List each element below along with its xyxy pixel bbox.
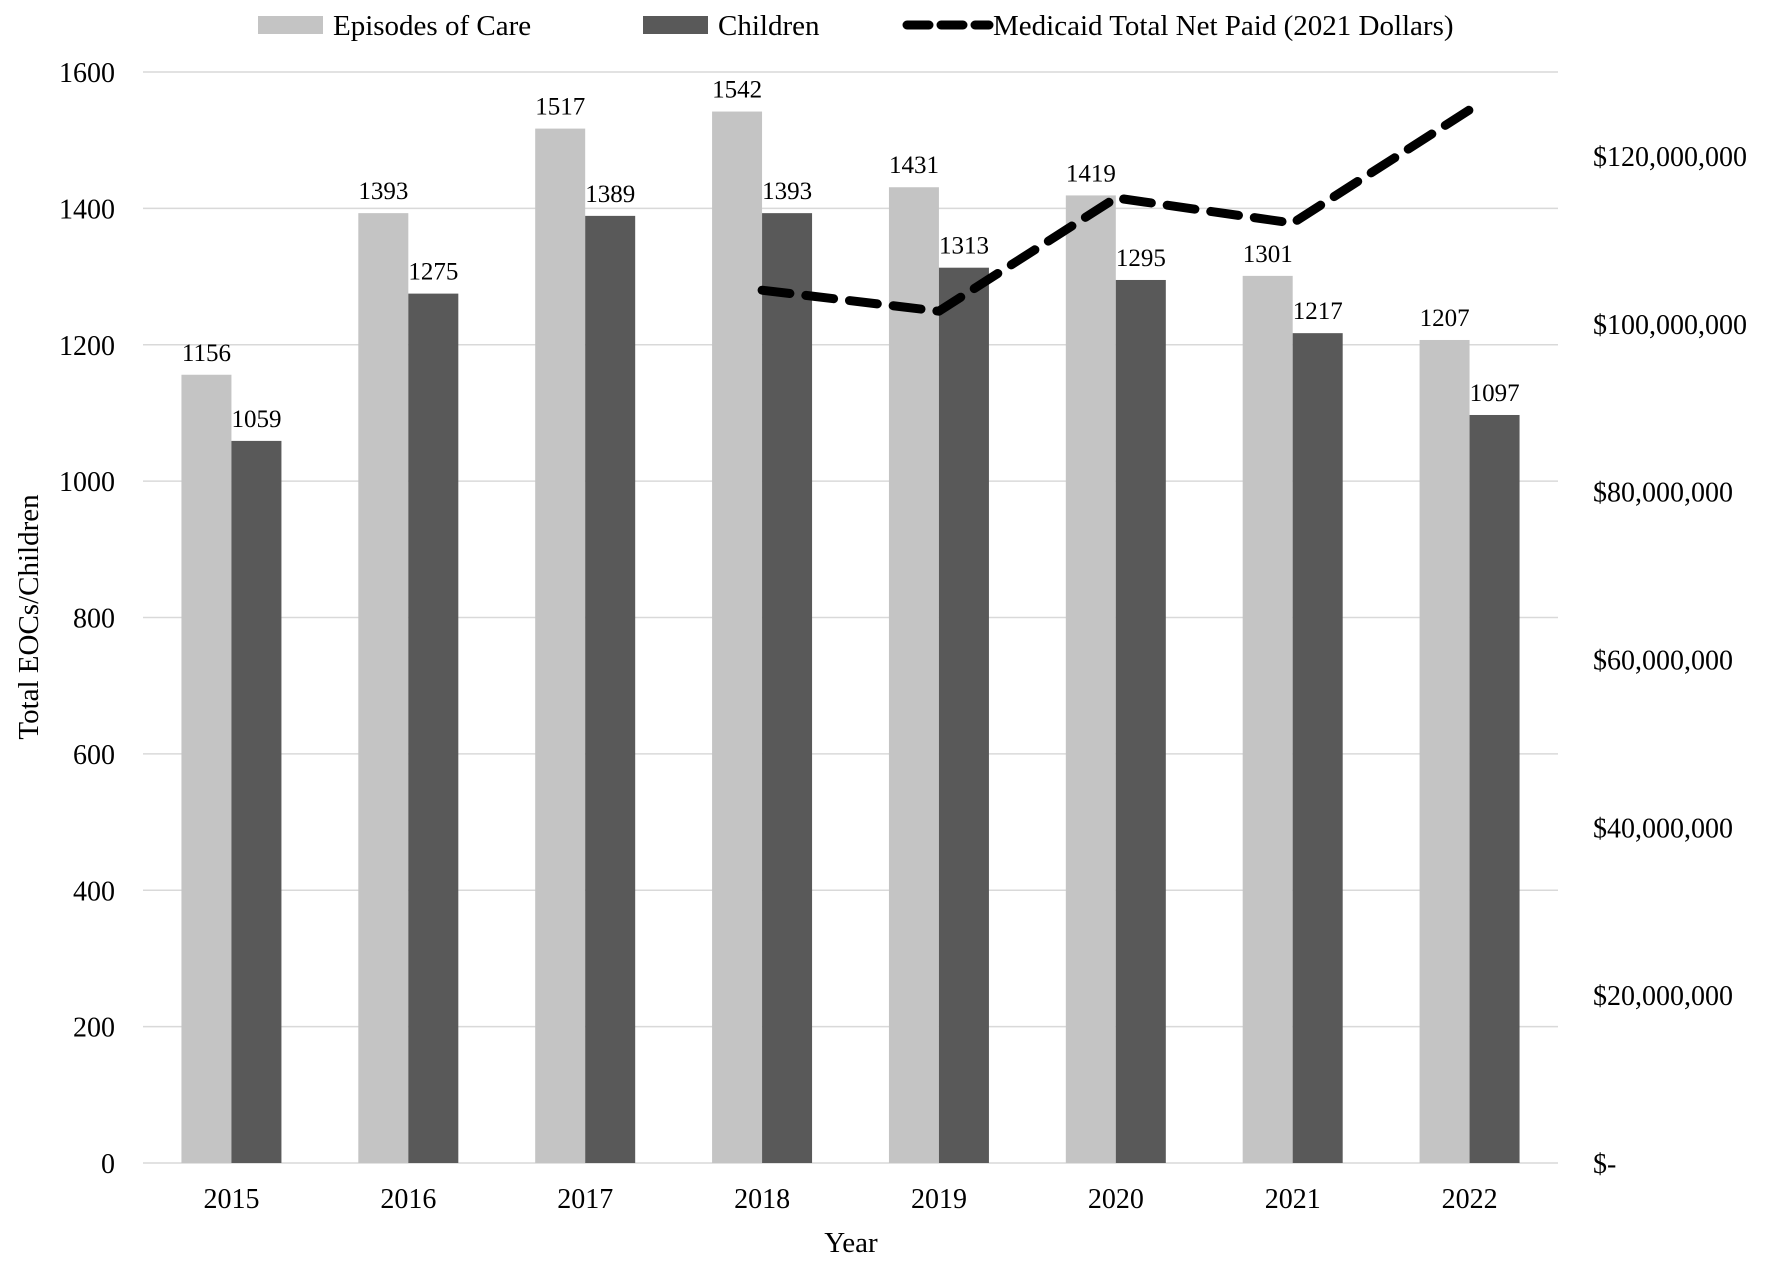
y-axis-left: 0 200 400 600 800 1000 1200 1400 1600 [59, 58, 115, 1180]
data-labels: 1156 1059 1393 1275 1517 1389 1542 1393 1431 1313… [182, 77, 1520, 433]
y-axis-right: $- $20,000,000 $40,000,000 $60,000,000 $80,0… [1593, 142, 1747, 1180]
data-label: 1419 [1066, 160, 1116, 187]
x-tick-label: 2021 [1265, 1184, 1321, 1215]
y2-tick-label: $20,000,000 [1593, 981, 1733, 1012]
bar-episodes-of-care [358, 213, 409, 1163]
y-tick-label: 200 [73, 1013, 115, 1044]
line-series [757, 105, 1475, 316]
y2-tick-label: $60,000,000 [1593, 645, 1733, 676]
bar-children [1292, 333, 1343, 1164]
y-tick-label: 1000 [59, 467, 115, 498]
bar-episodes-of-care [712, 111, 763, 1164]
data-label: 1542 [712, 77, 762, 104]
data-label: 1097 [1470, 380, 1520, 407]
y-axis-title: Total EOCs/Children [13, 494, 45, 740]
x-axis-title: Year [824, 1227, 878, 1259]
x-axis: 2015 2016 2017 2018 2019 2020 2021 2022 [203, 1184, 1497, 1215]
bar-series [181, 111, 1520, 1164]
line-medicaid-total-net-paid [757, 105, 1475, 316]
y2-tick-label: $40,000,000 [1593, 813, 1733, 844]
bar-episodes-of-care [1065, 195, 1116, 1163]
data-label: 1301 [1243, 241, 1293, 268]
bar-children [1115, 279, 1166, 1163]
x-tick-label: 2019 [911, 1184, 967, 1215]
bar-children [408, 293, 459, 1163]
data-label: 1393 [762, 178, 812, 205]
bar-episodes-of-care [1242, 275, 1293, 1163]
data-label: 1295 [1116, 245, 1166, 272]
y2-tick-label: $- [1593, 1149, 1616, 1180]
x-tick-label: 2020 [1088, 1184, 1144, 1215]
bar-children [231, 440, 282, 1163]
bar-episodes-of-care [181, 374, 232, 1163]
legend-label-medicaid-total-net-paid-2021-dollars-: Medicaid Total Net Paid (2021 Dollars) [993, 10, 1454, 42]
y-tick-label: 800 [73, 604, 115, 635]
y-tick-label: 400 [73, 876, 115, 907]
bar-episodes-of-care [1419, 339, 1470, 1163]
bar-children [1469, 414, 1520, 1163]
x-tick-label: 2022 [1442, 1184, 1498, 1215]
gridlines [143, 71, 1558, 1164]
bar-children [585, 215, 636, 1164]
legend: Episodes of Care Children Medicaid Total N… [258, 10, 1454, 42]
data-label: 1217 [1293, 298, 1343, 325]
bar-episodes-of-care [888, 187, 939, 1163]
x-tick-label: 2017 [557, 1184, 613, 1215]
legend-swatch-episodes-of-care [258, 16, 323, 34]
data-label: 1207 [1420, 305, 1470, 332]
y2-tick-label: $80,000,000 [1593, 478, 1733, 509]
legend-label-children: Children [718, 10, 820, 42]
data-label: 1389 [585, 181, 635, 208]
data-label: 1313 [939, 233, 989, 260]
legend-swatch-children [643, 16, 708, 34]
data-label: 1517 [535, 94, 585, 121]
y-tick-label: 1600 [59, 58, 115, 89]
y-tick-label: 1400 [59, 194, 115, 225]
x-tick-label: 2015 [203, 1184, 259, 1215]
y-tick-label: 600 [73, 740, 115, 771]
bar-episodes-of-care [535, 128, 586, 1164]
data-label: 1431 [889, 152, 939, 179]
y2-tick-label: $100,000,000 [1593, 310, 1747, 341]
x-tick-label: 2016 [380, 1184, 436, 1215]
bar-children [762, 213, 813, 1163]
data-label: 1156 [182, 340, 231, 367]
data-label: 1059 [231, 406, 281, 433]
bar-children [938, 267, 989, 1163]
y-tick-label: 0 [101, 1149, 115, 1180]
y2-tick-label: $120,000,000 [1593, 142, 1747, 173]
legend-label-episodes-of-care: Episodes of Care [333, 10, 531, 42]
data-label: 1275 [408, 259, 458, 286]
y-tick-label: 1200 [59, 331, 115, 362]
data-label: 1393 [358, 178, 408, 205]
x-tick-label: 2018 [734, 1184, 790, 1215]
